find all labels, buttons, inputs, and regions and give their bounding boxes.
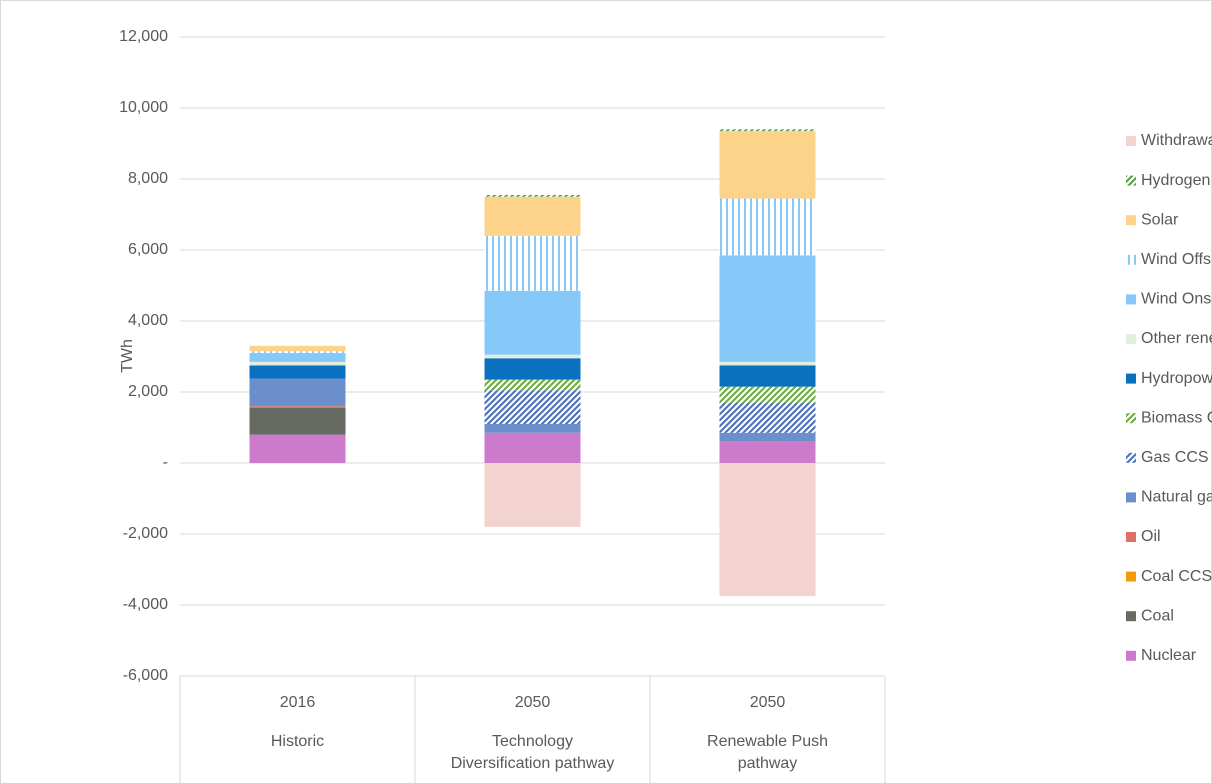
legend-label: Wind Onshore: [1141, 291, 1212, 308]
bar-segment: [249, 406, 346, 408]
bar-segment: [484, 358, 581, 380]
legend-label: Nuclear: [1141, 647, 1197, 664]
y-axis-label: TWh: [119, 339, 136, 373]
bar-segment: [484, 379, 581, 391]
bar-segment: [484, 390, 581, 424]
legend-swatch: [1126, 215, 1136, 226]
legend-swatch: [1126, 175, 1136, 186]
legend-swatch: [1126, 650, 1136, 661]
bar-segment: [719, 402, 816, 433]
y-tick-label: 2,000: [128, 383, 168, 400]
y-tick-label: -2,000: [123, 525, 168, 542]
bar-segment: [484, 432, 581, 463]
bar-segment: [719, 361, 816, 366]
legend-swatch: [1126, 532, 1136, 542]
bar-segment: [484, 235, 581, 291]
bar-segment: [719, 365, 816, 387]
x-tick-label: 2050: [515, 694, 551, 711]
legend-swatch: [1126, 373, 1136, 384]
legend-label: Other renewables: [1141, 330, 1212, 347]
legend-label: Biomass CCS: [1141, 409, 1212, 426]
legend-swatch: [1126, 294, 1136, 305]
legend-swatch: [1126, 334, 1136, 344]
legend-swatch: [1126, 611, 1136, 622]
y-tick-label: -4,000: [123, 596, 168, 613]
bar-segment: [249, 345, 346, 352]
bar-segment: [249, 365, 346, 379]
bar-segment: [249, 351, 346, 353]
y-tick-label: 8,000: [128, 170, 168, 187]
bar-segment: [249, 361, 346, 366]
category-group-label: Technology Diversification pathway: [450, 733, 615, 772]
x-tick-label: 2016: [280, 694, 316, 711]
y-tick-label: 6,000: [128, 241, 168, 258]
legend-swatch: [1126, 136, 1136, 146]
legend-label: Wind Offshore: [1141, 251, 1212, 268]
legend-swatch: [1126, 492, 1136, 503]
bar-segment: [719, 131, 816, 199]
legend-swatch: [1126, 571, 1136, 582]
legend-swatch: [1126, 254, 1136, 265]
legend-swatch: [1126, 452, 1136, 463]
legend-label: Hydrogen: [1141, 172, 1210, 189]
bar-segment: [719, 432, 816, 442]
legend-label: Solar: [1141, 211, 1179, 228]
bar-segment: [719, 386, 816, 403]
category-group-label: Historic: [270, 733, 325, 750]
bar-segment: [249, 352, 346, 362]
bar-segment: [249, 434, 346, 463]
bar-segment: [719, 198, 816, 256]
legend-swatch: [1126, 413, 1136, 424]
bar-segment: [484, 194, 581, 197]
legend-label: Gas CCS: [1141, 449, 1209, 466]
y-tick-label: 4,000: [128, 312, 168, 329]
legend-label: Natural gas: [1141, 489, 1212, 506]
bar-segment: [484, 196, 581, 236]
bar-segment: [249, 407, 346, 435]
y-tick-label: -: [163, 454, 168, 471]
bar-segment: [484, 290, 581, 355]
bar-segment: [719, 441, 816, 463]
y-tick-label: 12,000: [119, 28, 168, 45]
legend-label: Coal CCS: [1141, 568, 1212, 585]
legend-label: Hydropower: [1141, 370, 1212, 387]
bar-segment: [719, 129, 816, 132]
x-tick-label: 2050: [750, 694, 786, 711]
category-group-label: Renewable Push pathway: [707, 733, 828, 772]
legend-label: Coal: [1141, 607, 1174, 624]
bar-segment: [484, 463, 581, 527]
bar-segment: [719, 255, 816, 362]
y-tick-label: 10,000: [119, 99, 168, 116]
bar-segment: [249, 378, 346, 407]
legend-label: Oil: [1141, 528, 1161, 545]
bar-segment: [484, 354, 581, 359]
legend-label: Withdrawal for electrolysis: [1141, 132, 1212, 149]
bar-segment: [719, 463, 816, 597]
y-tick-label: -6,000: [123, 667, 168, 684]
bar-segment: [484, 423, 581, 433]
